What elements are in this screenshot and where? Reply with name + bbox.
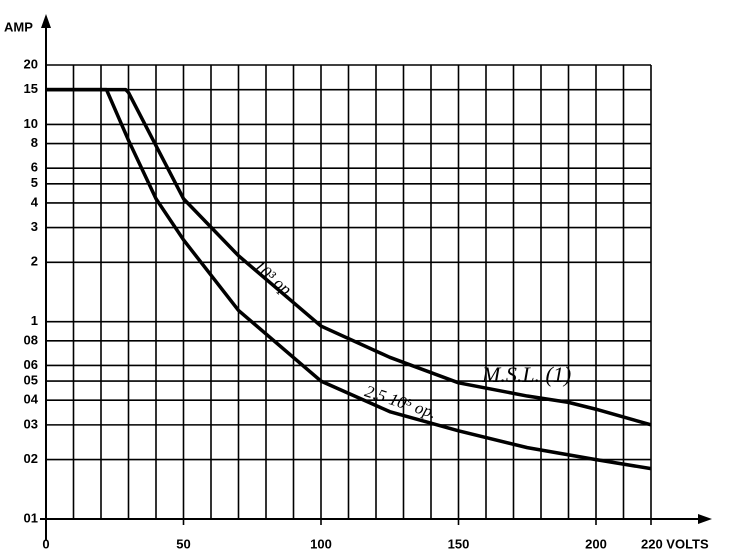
x-tick-label: 50 [176,536,190,551]
x-tick-label: 150 [448,536,470,551]
y-tick-label: 02 [24,451,38,466]
x-tick-label: 200 [585,536,607,551]
x-tick-label: 100 [310,536,332,551]
y-tick-label: 5 [31,175,38,190]
y-tick-label: 8 [31,135,38,150]
y-tick-label: 4 [31,194,39,209]
x-tick-label: 220 VOLTS [641,536,709,551]
y-tick-label: 3 [31,219,38,234]
y-tick-label: 1 [31,313,38,328]
y-tick-label: 10 [24,116,38,131]
y-tick-label: 20 [24,56,38,71]
curve [46,87,652,427]
legend-label: 10³ op. [250,257,299,302]
y-tick-label: 05 [24,373,38,388]
y-arrow [41,14,51,28]
y-axis-label: AMP [4,19,33,34]
y-tick-label: 01 [24,510,38,525]
curve [46,87,652,471]
y-tick-label: 04 [24,392,39,407]
y-tick-label: 03 [24,416,38,431]
y-tick-label: 2 [31,254,38,269]
y-tick-label: 6 [31,160,38,175]
y-tick-label: 08 [24,332,38,347]
y-tick-label: 15 [24,81,38,96]
x-tick-label: 0 [42,536,49,551]
y-tick-label: 06 [24,357,38,372]
x-arrow [698,514,712,524]
